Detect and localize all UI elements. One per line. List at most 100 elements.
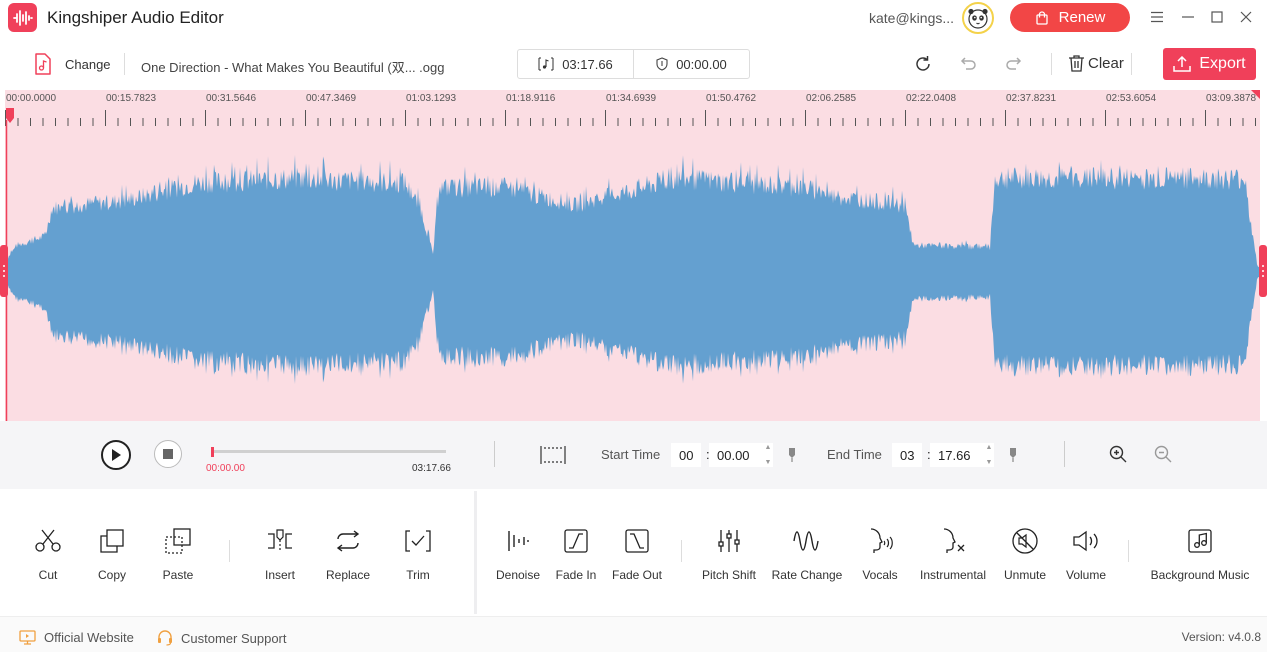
renew-label: Renew — [1058, 9, 1106, 26]
app-logo-icon — [8, 3, 37, 32]
pitch-shift-button[interactable]: Pitch Shift — [700, 527, 758, 582]
duration-display: 03:17.66 00:00.00 — [517, 49, 750, 79]
playback-progress[interactable] — [213, 450, 446, 453]
export-button[interactable]: Export — [1163, 48, 1256, 80]
change-file-button[interactable]: Change — [65, 57, 111, 72]
trim-label: Trim — [406, 568, 430, 582]
divider — [229, 540, 230, 562]
zoom-out-icon[interactable] — [1154, 445, 1172, 468]
fade-in-button[interactable]: Fade In — [555, 527, 597, 582]
waveform-area[interactable]: 00:00.0000 00:15.7823 00:31.5646 00:47.3469… — [5, 90, 1260, 421]
divider — [681, 540, 682, 562]
replace-button[interactable]: Replace — [326, 527, 370, 582]
progress-thumb[interactable] — [211, 447, 214, 457]
set-start-pin-icon[interactable] — [787, 447, 797, 468]
end-seconds-input[interactable]: 17.66 — [930, 443, 994, 467]
stop-button[interactable] — [154, 440, 182, 468]
copy-icon — [100, 527, 124, 555]
background-music-button[interactable]: Background Music — [1147, 527, 1253, 582]
fade-out-icon — [625, 527, 649, 555]
denoise-button[interactable]: Denoise — [496, 527, 540, 582]
waveform[interactable] — [5, 90, 1260, 421]
zoom-in-icon[interactable] — [1109, 445, 1127, 468]
rate-change-button[interactable]: Rate Change — [772, 527, 842, 582]
app-title: Kingshiper Audio Editor — [47, 8, 224, 27]
avatar[interactable] — [962, 2, 994, 34]
ruler-ticks — [5, 90, 1260, 126]
time-separator: : — [927, 447, 931, 462]
insert-button[interactable]: Insert — [260, 527, 300, 582]
ruler-label: 01:50.4762 — [706, 93, 757, 104]
paste-button[interactable]: Paste — [158, 527, 198, 582]
audio-file-icon[interactable] — [34, 53, 52, 80]
ruler-label: 00:00.0000 — [6, 93, 57, 104]
instrumental-label: Instrumental — [919, 568, 987, 582]
shield-icon — [656, 57, 668, 71]
export-label: Export — [1199, 55, 1246, 72]
rate-change-label: Rate Change — [771, 568, 843, 582]
end-time-label: End Time — [827, 447, 882, 462]
refresh-icon[interactable] — [913, 54, 933, 74]
background-music-label: Background Music — [1150, 568, 1250, 582]
music-icon — [1188, 527, 1212, 555]
divider — [1128, 540, 1129, 562]
upload-icon — [1173, 56, 1192, 72]
end-time-stepper[interactable]: ▲ ▼ — [985, 444, 993, 466]
version-label: Version: v4.0.8 — [1181, 630, 1261, 644]
start-minutes-input[interactable]: 00 — [671, 443, 701, 467]
customer-support-link[interactable]: Customer Support — [157, 630, 287, 646]
ruler-label: 01:03.1293 — [406, 93, 457, 104]
trim-icon — [405, 527, 431, 555]
vocals-button[interactable]: Vocals — [860, 527, 900, 582]
menu-icon[interactable] — [1148, 8, 1166, 26]
shopping-bag-icon — [1035, 10, 1048, 25]
start-time-stepper[interactable]: ▲ ▼ — [764, 444, 772, 466]
ruler-label: 02:37.8231 — [1006, 93, 1057, 104]
cut-button[interactable]: Cut — [28, 527, 68, 582]
minimize-icon[interactable] — [1179, 8, 1197, 26]
ruler-label: 02:22.0408 — [906, 93, 957, 104]
divider — [494, 441, 495, 467]
vocals-label: Vocals — [862, 568, 898, 582]
start-seconds-input[interactable]: 00.00 — [709, 443, 773, 467]
close-icon[interactable] — [1237, 8, 1255, 26]
renew-button[interactable]: Renew — [1010, 3, 1130, 32]
unmute-button[interactable]: Unmute — [1003, 527, 1047, 582]
fade-out-button[interactable]: Fade Out — [612, 527, 662, 582]
set-end-pin-icon[interactable] — [1008, 447, 1018, 468]
select-region-icon[interactable] — [540, 445, 566, 470]
website-label: Official Website — [44, 630, 134, 645]
divider — [1064, 441, 1065, 467]
title-bar: Kingshiper Audio Editor kate@kings... Re… — [0, 0, 1267, 36]
paste-icon — [165, 527, 191, 555]
copy-button[interactable]: Copy — [92, 527, 132, 582]
maximize-icon[interactable] — [1208, 8, 1226, 26]
insert-icon — [267, 527, 293, 555]
ruler-label: 02:53.6054 — [1106, 93, 1157, 104]
playback-controls: 00:00.00 03:17.66 Start Time 00 : 00.00 … — [0, 421, 1267, 489]
official-website-link[interactable]: Official Website — [19, 630, 134, 645]
tools-divider — [474, 491, 477, 614]
redo-icon[interactable] — [1004, 54, 1024, 74]
ruler-label: 01:34.6939 — [606, 93, 657, 104]
user-email[interactable]: kate@kings... — [869, 10, 955, 26]
instrumental-button[interactable]: Instrumental — [918, 527, 988, 582]
play-button[interactable] — [101, 440, 131, 470]
clear-button[interactable]: Clear — [1068, 54, 1124, 72]
tools-panel: Cut Copy Paste Insert Replace — [0, 491, 1267, 614]
mute-icon — [1012, 527, 1038, 555]
fade-in-label: Fade In — [555, 568, 597, 582]
trim-button[interactable]: Trim — [398, 527, 438, 582]
clear-label: Clear — [1088, 54, 1124, 72]
denoise-label: Denoise — [495, 568, 541, 582]
undo-icon[interactable] — [958, 54, 978, 74]
vocals-icon — [866, 527, 894, 555]
ruler-label: 00:31.5646 — [206, 93, 257, 104]
insert-label: Insert — [264, 568, 295, 582]
volume-button[interactable]: Volume — [1064, 527, 1108, 582]
end-minutes-input[interactable]: 03 — [892, 443, 922, 467]
selection-start-handle[interactable] — [0, 245, 8, 297]
stop-icon — [163, 449, 173, 459]
selection-end-handle[interactable] — [1259, 245, 1267, 297]
